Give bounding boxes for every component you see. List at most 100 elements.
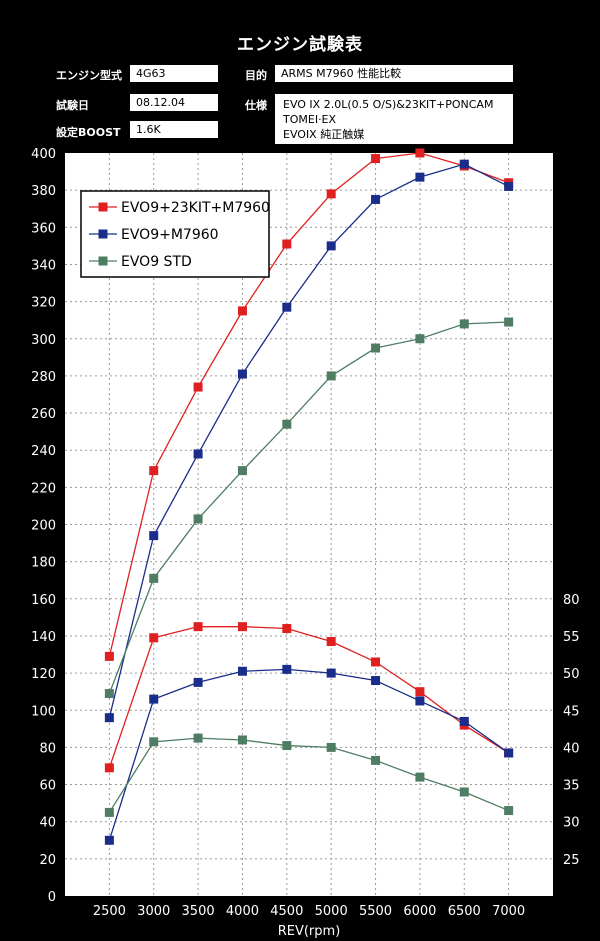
- y-left-tick-label: 0: [48, 890, 56, 905]
- y-left-tick-label: 340: [31, 258, 56, 273]
- y-right-tick-label: 45: [563, 704, 580, 719]
- x-tick-label: 4000: [226, 904, 259, 919]
- y-left-tick-label: 360: [31, 221, 56, 236]
- data-point-power: [326, 189, 336, 199]
- y-left-tick-label: 20: [39, 853, 56, 868]
- data-point-power: [415, 148, 425, 158]
- x-tick-label: 5000: [315, 904, 348, 919]
- y-right-tick-label: 30: [563, 816, 580, 831]
- data-point-torque_left_scale: [104, 835, 114, 845]
- spec-value: EVO IX 2.0L(0.5 O/S)&23KIT+PONCAM TOMEI·…: [275, 94, 513, 144]
- data-point-power: [371, 154, 381, 164]
- data-point-torque_left_scale: [149, 633, 159, 643]
- y-right-tick-label: 55: [563, 630, 580, 645]
- y-left-tick-label: 380: [31, 184, 56, 199]
- data-point-power: [237, 306, 247, 316]
- x-axis-label: REV(rpm): [278, 924, 341, 939]
- legend-marker: [98, 202, 108, 212]
- data-point-power: [237, 466, 247, 476]
- data-point-torque_left_scale: [193, 677, 203, 687]
- data-point-torque_left_scale: [415, 696, 425, 706]
- y-left-tick-label: 160: [31, 593, 56, 608]
- data-point-power: [149, 466, 159, 476]
- data-point-torque_left_scale: [415, 687, 425, 697]
- data-point-power: [504, 317, 514, 327]
- data-point-torque_left_scale: [371, 755, 381, 765]
- data-point-torque_left_scale: [371, 657, 381, 667]
- y-left-tick-label: 40: [39, 816, 56, 831]
- data-point-torque_left_scale: [415, 772, 425, 782]
- y-left-tick-label: 260: [31, 407, 56, 422]
- spec-line-1: EVO IX 2.0L(0.5 O/S)&23KIT+PONCAM: [283, 98, 494, 111]
- y-right-tick-label: 40: [563, 741, 580, 756]
- y-right-tick-label: 25: [563, 853, 580, 868]
- series-line-torque_left_scale: [108, 737, 509, 813]
- y-left-tick-label: 80: [39, 741, 56, 756]
- data-point-power: [149, 573, 159, 583]
- data-point-power: [504, 181, 514, 191]
- y-left-tick-label: 100: [31, 704, 56, 719]
- data-point-torque_left_scale: [282, 741, 292, 751]
- test-date-value: 08.12.04: [130, 94, 218, 111]
- y-right-tick-label: 80: [563, 593, 580, 608]
- spec-line-2: TOMEI·EX: [283, 113, 337, 126]
- data-point-torque_left_scale: [459, 787, 469, 797]
- series-line-power: [108, 152, 509, 657]
- data-point-torque_left_scale: [326, 742, 336, 752]
- data-point-torque_left_scale: [149, 694, 159, 704]
- boost-value: 1.6K: [130, 121, 218, 138]
- series-line-torque_left_scale: [108, 668, 510, 841]
- legend-label: EVO9 STD: [121, 254, 192, 270]
- data-point-power: [193, 449, 203, 459]
- spec-label: 仕様: [245, 99, 267, 112]
- y-left-tick-label: 60: [39, 779, 56, 794]
- y-left-tick-label: 240: [31, 444, 56, 459]
- data-point-power: [415, 334, 425, 344]
- data-point-torque_left_scale: [282, 624, 292, 634]
- data-point-torque_left_scale: [282, 664, 292, 674]
- data-point-power: [371, 343, 381, 353]
- legend-label: EVO9+23KIT+M7960: [121, 200, 270, 216]
- y-left-tick-label: 180: [31, 556, 56, 571]
- data-point-power: [104, 689, 114, 699]
- y-right-tick-label: 50: [563, 667, 580, 682]
- legend-marker: [98, 256, 108, 266]
- boost-label: 設定BOOST: [56, 126, 121, 139]
- series-line-power: [108, 321, 509, 694]
- purpose-label: 目的: [245, 69, 267, 82]
- data-point-torque_left_scale: [237, 622, 247, 632]
- data-point-torque_left_scale: [504, 806, 514, 816]
- data-point-power: [104, 713, 114, 723]
- x-tick-label: 3500: [182, 904, 215, 919]
- data-point-torque_left_scale: [504, 748, 514, 758]
- data-point-power: [149, 531, 159, 541]
- y-right-tick-label: 35: [563, 779, 580, 794]
- series-line-torque_left_scale: [108, 626, 509, 769]
- x-tick-label: 4500: [270, 904, 303, 919]
- y-left-tick-label: 140: [31, 630, 56, 645]
- purpose-value: ARMS M7960 性能比較: [275, 65, 513, 82]
- legend-label: EVO9+M7960: [121, 227, 219, 243]
- y-left-tick-label: 320: [31, 296, 56, 311]
- data-point-torque_left_scale: [371, 676, 381, 686]
- data-point-power: [415, 172, 425, 182]
- data-point-power: [326, 371, 336, 381]
- data-point-torque_left_scale: [149, 737, 159, 747]
- y-left-tick-label: 300: [31, 333, 56, 348]
- y-left-tick-label: 280: [31, 370, 56, 385]
- data-point-torque_left_scale: [193, 622, 203, 632]
- page-title: エンジン試験表: [237, 35, 363, 55]
- data-point-power: [237, 369, 247, 379]
- data-point-torque_left_scale: [326, 637, 336, 647]
- x-tick-label: 7000: [492, 904, 525, 919]
- data-point-power: [193, 514, 203, 524]
- data-point-power: [371, 194, 381, 204]
- x-tick-label: 3000: [137, 904, 170, 919]
- data-point-power: [459, 159, 469, 169]
- x-tick-label: 2500: [93, 904, 126, 919]
- data-point-power: [282, 239, 292, 249]
- y-left-tick-label: 400: [31, 147, 56, 162]
- data-point-power: [459, 319, 469, 329]
- y-left-tick-label: 200: [31, 519, 56, 534]
- data-point-torque_left_scale: [104, 763, 114, 773]
